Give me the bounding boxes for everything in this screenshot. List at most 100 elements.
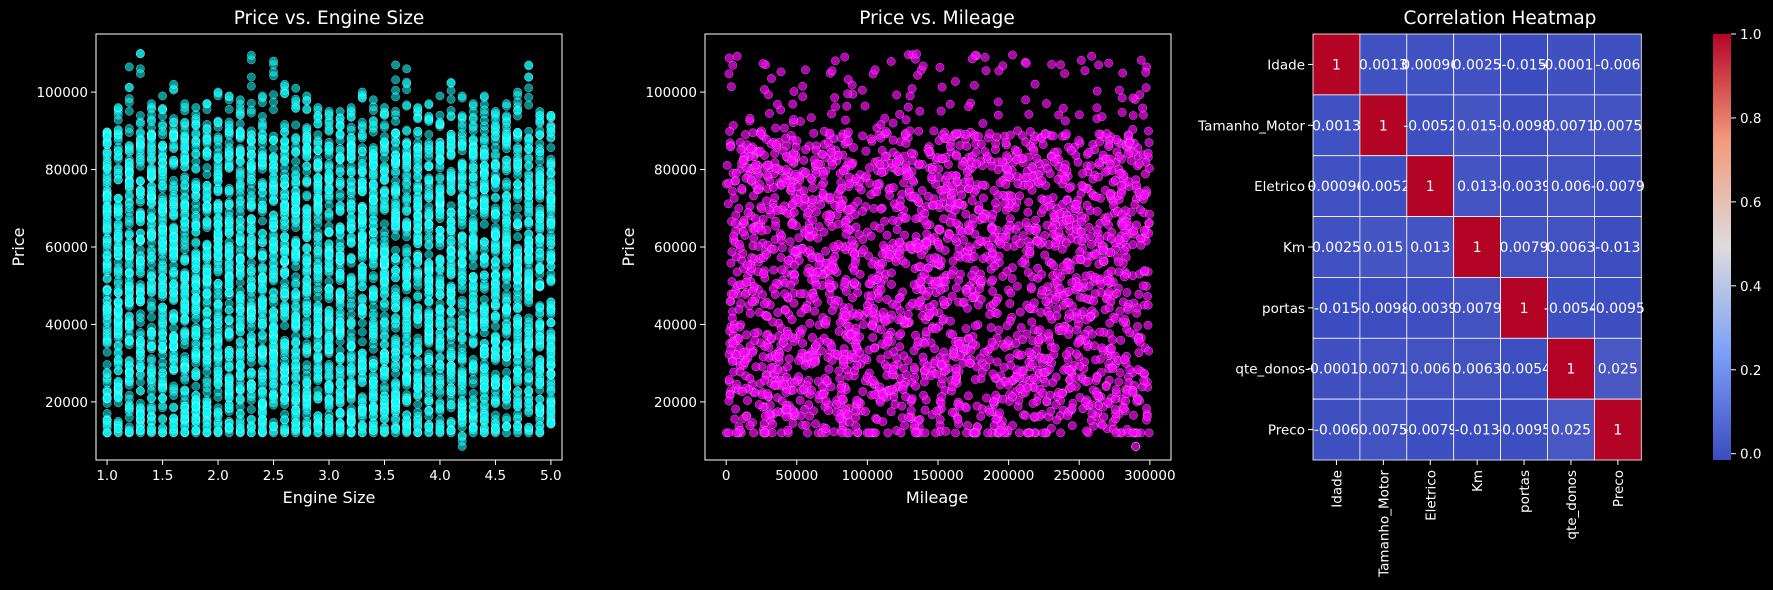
scatter-point xyxy=(368,405,378,415)
scatter-point xyxy=(468,232,478,242)
scatter-point xyxy=(102,347,112,357)
scatter-point xyxy=(135,328,145,337)
scatter-point xyxy=(246,81,256,91)
scatter-point xyxy=(113,175,123,185)
scatter-point xyxy=(524,422,534,432)
scatter-point xyxy=(224,104,234,114)
scatter-point xyxy=(513,391,523,401)
scatter-point xyxy=(313,184,323,194)
scatter-point xyxy=(280,157,290,167)
scatter-point xyxy=(313,411,323,421)
scatter-point xyxy=(135,425,145,435)
scatter-point xyxy=(169,79,179,89)
scatter-point xyxy=(435,425,445,435)
scatter-point xyxy=(424,111,434,121)
scatter-point xyxy=(257,380,267,390)
scatter-point xyxy=(468,281,478,290)
scatter-point xyxy=(546,277,556,287)
scatter-point xyxy=(180,180,190,190)
scatter-point xyxy=(180,142,190,152)
scatter-point xyxy=(479,138,489,148)
scatter-point xyxy=(302,104,312,114)
scatter-point xyxy=(280,356,290,366)
scatter-point xyxy=(468,134,478,144)
scatter-point xyxy=(257,157,267,167)
scatter-point xyxy=(235,119,245,129)
scatter-point xyxy=(147,278,156,288)
scatter-point xyxy=(302,325,312,335)
scatter-point xyxy=(413,185,423,195)
scatter-point xyxy=(413,383,423,393)
scatter-point xyxy=(457,199,467,209)
scatter-point xyxy=(502,244,511,254)
scatter-point xyxy=(402,282,412,291)
scatter-point xyxy=(324,159,334,169)
scatter-point xyxy=(402,64,412,74)
scatter-point xyxy=(346,126,356,136)
scatter-point xyxy=(313,300,323,310)
scatter-point xyxy=(402,154,412,164)
scatter-point xyxy=(257,273,267,283)
scatter-point xyxy=(135,410,145,419)
scatter-point xyxy=(502,367,511,377)
scatter-point xyxy=(324,277,334,286)
scatter-point xyxy=(302,276,312,286)
scatter-point xyxy=(257,188,267,198)
scatter-point xyxy=(302,203,312,213)
scatter-point xyxy=(124,336,134,346)
scatter-point xyxy=(124,380,134,390)
scatter-point xyxy=(235,368,245,378)
scatter-point xyxy=(391,398,401,408)
scatter-point xyxy=(368,363,378,373)
scatter-point xyxy=(158,241,168,251)
scatter-point xyxy=(524,100,534,110)
scatter-point xyxy=(202,152,212,162)
scatter-point xyxy=(346,363,356,373)
scatter-point xyxy=(158,415,168,425)
scatter-point xyxy=(280,174,290,184)
scatter-point xyxy=(335,229,345,239)
scatter-point xyxy=(346,201,356,211)
scatter-point xyxy=(324,185,334,194)
scatter-point xyxy=(479,184,489,194)
scatter-point xyxy=(468,172,478,182)
scatter-point xyxy=(124,287,134,297)
scatter-point xyxy=(169,279,179,289)
scatter-point xyxy=(335,424,345,434)
scatter-point xyxy=(402,347,412,357)
scatter-point xyxy=(391,202,401,212)
scatter-point xyxy=(468,215,478,224)
scatter-point xyxy=(269,342,278,351)
scatter-point xyxy=(479,150,489,160)
scatter-point xyxy=(113,276,123,286)
scatter-point xyxy=(269,324,278,334)
scatter-point xyxy=(180,257,190,266)
scatter-point xyxy=(490,379,500,389)
scatter-point xyxy=(224,138,234,148)
scatter-point xyxy=(513,375,523,385)
scatter-point xyxy=(435,209,445,219)
scatter-point xyxy=(213,350,223,360)
scatter-point xyxy=(135,318,145,327)
scatter-point xyxy=(257,112,267,121)
scatter-point xyxy=(502,195,511,205)
scatter-points xyxy=(102,48,556,451)
scatter-point xyxy=(513,248,523,258)
scatter-point xyxy=(490,131,500,141)
scatter-point xyxy=(546,348,556,358)
scatter-point xyxy=(124,178,134,188)
scatter-point xyxy=(113,146,123,156)
scatter-point xyxy=(257,123,267,133)
scatter-point xyxy=(380,395,389,405)
scatter-point xyxy=(335,107,345,116)
scatter-point xyxy=(224,328,234,338)
scatter-point xyxy=(135,111,145,120)
scatter-point xyxy=(546,387,556,397)
scatter-point xyxy=(368,95,378,105)
scatter-point xyxy=(490,177,500,187)
scatter-point xyxy=(424,260,434,270)
scatter-point xyxy=(424,232,434,242)
scatter-point xyxy=(257,409,267,418)
scatter-point xyxy=(257,250,267,260)
scatter-point xyxy=(380,161,389,171)
